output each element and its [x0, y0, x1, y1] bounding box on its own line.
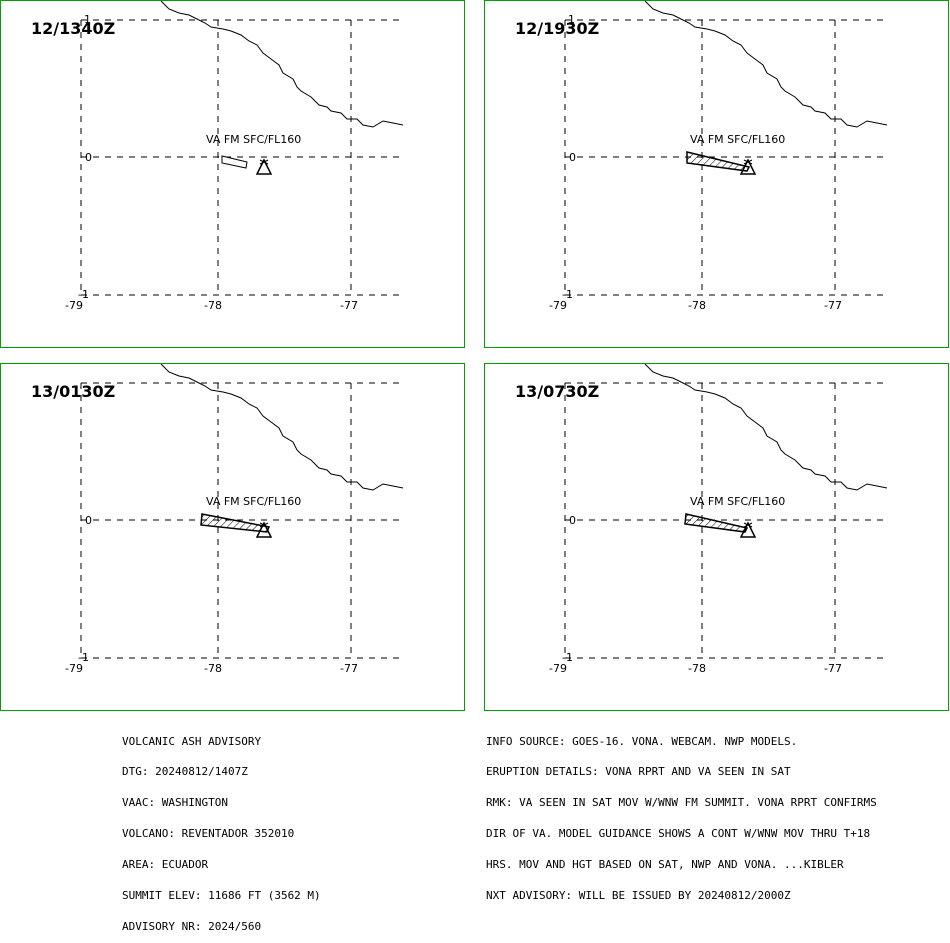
advisory-summit: SUMMIT ELEV: 11686 FT (3562 M)	[122, 889, 321, 903]
ash-plume	[684, 513, 749, 533]
advisory-title: VOLCANIC ASH ADVISORY	[122, 734, 262, 748]
map-panel-4: 0 -1 -79 -78 -77 VA FM SFC/FL160 13/0730…	[484, 363, 949, 711]
ash-plume	[200, 513, 271, 533]
lon-tick-79: -79	[65, 299, 83, 312]
lon-tick-79: -79	[549, 662, 567, 675]
ash-plume	[221, 155, 248, 169]
volcano-icon	[255, 158, 273, 175]
map-panel-svg: 1 0 -1 -79 -78 -77 VA FM SFC/FL160	[65, 1, 405, 312]
advisory-area: AREA: ECUADOR	[122, 858, 209, 872]
advisory-header-block: VOLCANIC ASH ADVISORY DTG: 20240812/1407…	[122, 716, 321, 943]
map-panel-2: 1 0 -1 -79 -78 -77 VA FM SFC/FL160 12/19…	[484, 0, 949, 348]
volcano-icon	[739, 521, 757, 538]
va-label: VA FM SFC/FL160	[690, 133, 785, 146]
lat-tick-0: 0	[569, 514, 576, 527]
volcano-icon	[255, 521, 273, 538]
remarks-line-2: DIR OF VA. MODEL GUIDANCE SHOWS A CONT W…	[486, 827, 871, 841]
coastline	[644, 1, 888, 128]
lon-tick-78: -78	[688, 662, 706, 675]
lat-tick-minus1: -1	[78, 288, 89, 301]
map-grid	[564, 382, 889, 659]
map-grid	[80, 19, 405, 296]
coastline	[160, 364, 404, 491]
panel-title: 12/1930Z	[515, 19, 600, 38]
lon-tick-77: -77	[824, 299, 842, 312]
coastline	[160, 1, 404, 128]
remarks-line-1: RMK: VA SEEN IN SAT MOV W/WNW FM SUMMIT.…	[486, 796, 877, 810]
lat-tick-minus1: -1	[562, 651, 573, 664]
va-label: VA FM SFC/FL160	[690, 495, 785, 508]
map-panel-svg: 1 0 -1 -79 -78 -77 VA FM SFC/FL160	[549, 1, 889, 312]
eruption-details: ERUPTION DETAILS: VONA RPRT AND VA SEEN …	[486, 765, 791, 779]
lat-tick-0: 0	[85, 151, 92, 164]
lon-tick-79: -79	[65, 662, 83, 675]
panel-title: 13/0130Z	[31, 382, 116, 401]
advisory-number: ADVISORY NR: 2024/560	[122, 919, 262, 933]
advisory-vaac: VAAC: WASHINGTON	[122, 796, 228, 810]
lon-tick-77: -77	[824, 662, 842, 675]
va-label: VA FM SFC/FL160	[206, 133, 301, 146]
lon-tick-78: -78	[688, 299, 706, 312]
advisory-info-block: INFO SOURCE: GOES-16. VONA. WEBCAM. NWP …	[486, 716, 877, 912]
info-source: INFO SOURCE: GOES-16. VONA. WEBCAM. NWP …	[486, 734, 798, 748]
map-grid	[564, 19, 889, 296]
lon-tick-79: -79	[549, 299, 567, 312]
panel-title: 12/1340Z	[31, 19, 116, 38]
lat-tick-minus1: -1	[78, 651, 89, 664]
advisory-volcano: VOLCANO: REVENTADOR 352010	[122, 827, 295, 841]
lat-tick-minus1: -1	[562, 288, 573, 301]
coastline	[644, 364, 888, 491]
lat-tick-1: 1	[568, 13, 575, 26]
lat-tick-0: 0	[85, 514, 92, 527]
lat-tick-1: 1	[84, 13, 91, 26]
volcano-icon	[739, 158, 757, 175]
lon-tick-78: -78	[204, 299, 222, 312]
lon-tick-77: -77	[340, 299, 358, 312]
panel-title: 13/0730Z	[515, 382, 600, 401]
map-panel-svg: 0 -1 -79 -78 -77 VA FM SFC/FL160	[549, 364, 889, 675]
lon-tick-78: -78	[204, 662, 222, 675]
ash-plume	[686, 151, 751, 172]
next-advisory: NXT ADVISORY: WILL BE ISSUED BY 20240812…	[486, 889, 791, 903]
map-panel-svg: 0 -1 -79 -78 -77 VA FM SFC/FL160	[65, 364, 405, 675]
map-grid	[80, 382, 405, 659]
lon-tick-77: -77	[340, 662, 358, 675]
lat-tick-0: 0	[569, 151, 576, 164]
map-panel-3: 0 -1 -79 -78 -77 VA FM SFC/FL160 13/0130…	[0, 363, 465, 711]
advisory-dtg: DTG: 20240812/1407Z	[122, 765, 248, 779]
va-label: VA FM SFC/FL160	[206, 495, 301, 508]
map-panel-1: 1 0 -1 -79 -78 -77 VA FM SFC/FL160 12/13…	[0, 0, 465, 348]
remarks-line-3: HRS. MOV AND HGT BASED ON SAT, NWP AND V…	[486, 858, 844, 872]
